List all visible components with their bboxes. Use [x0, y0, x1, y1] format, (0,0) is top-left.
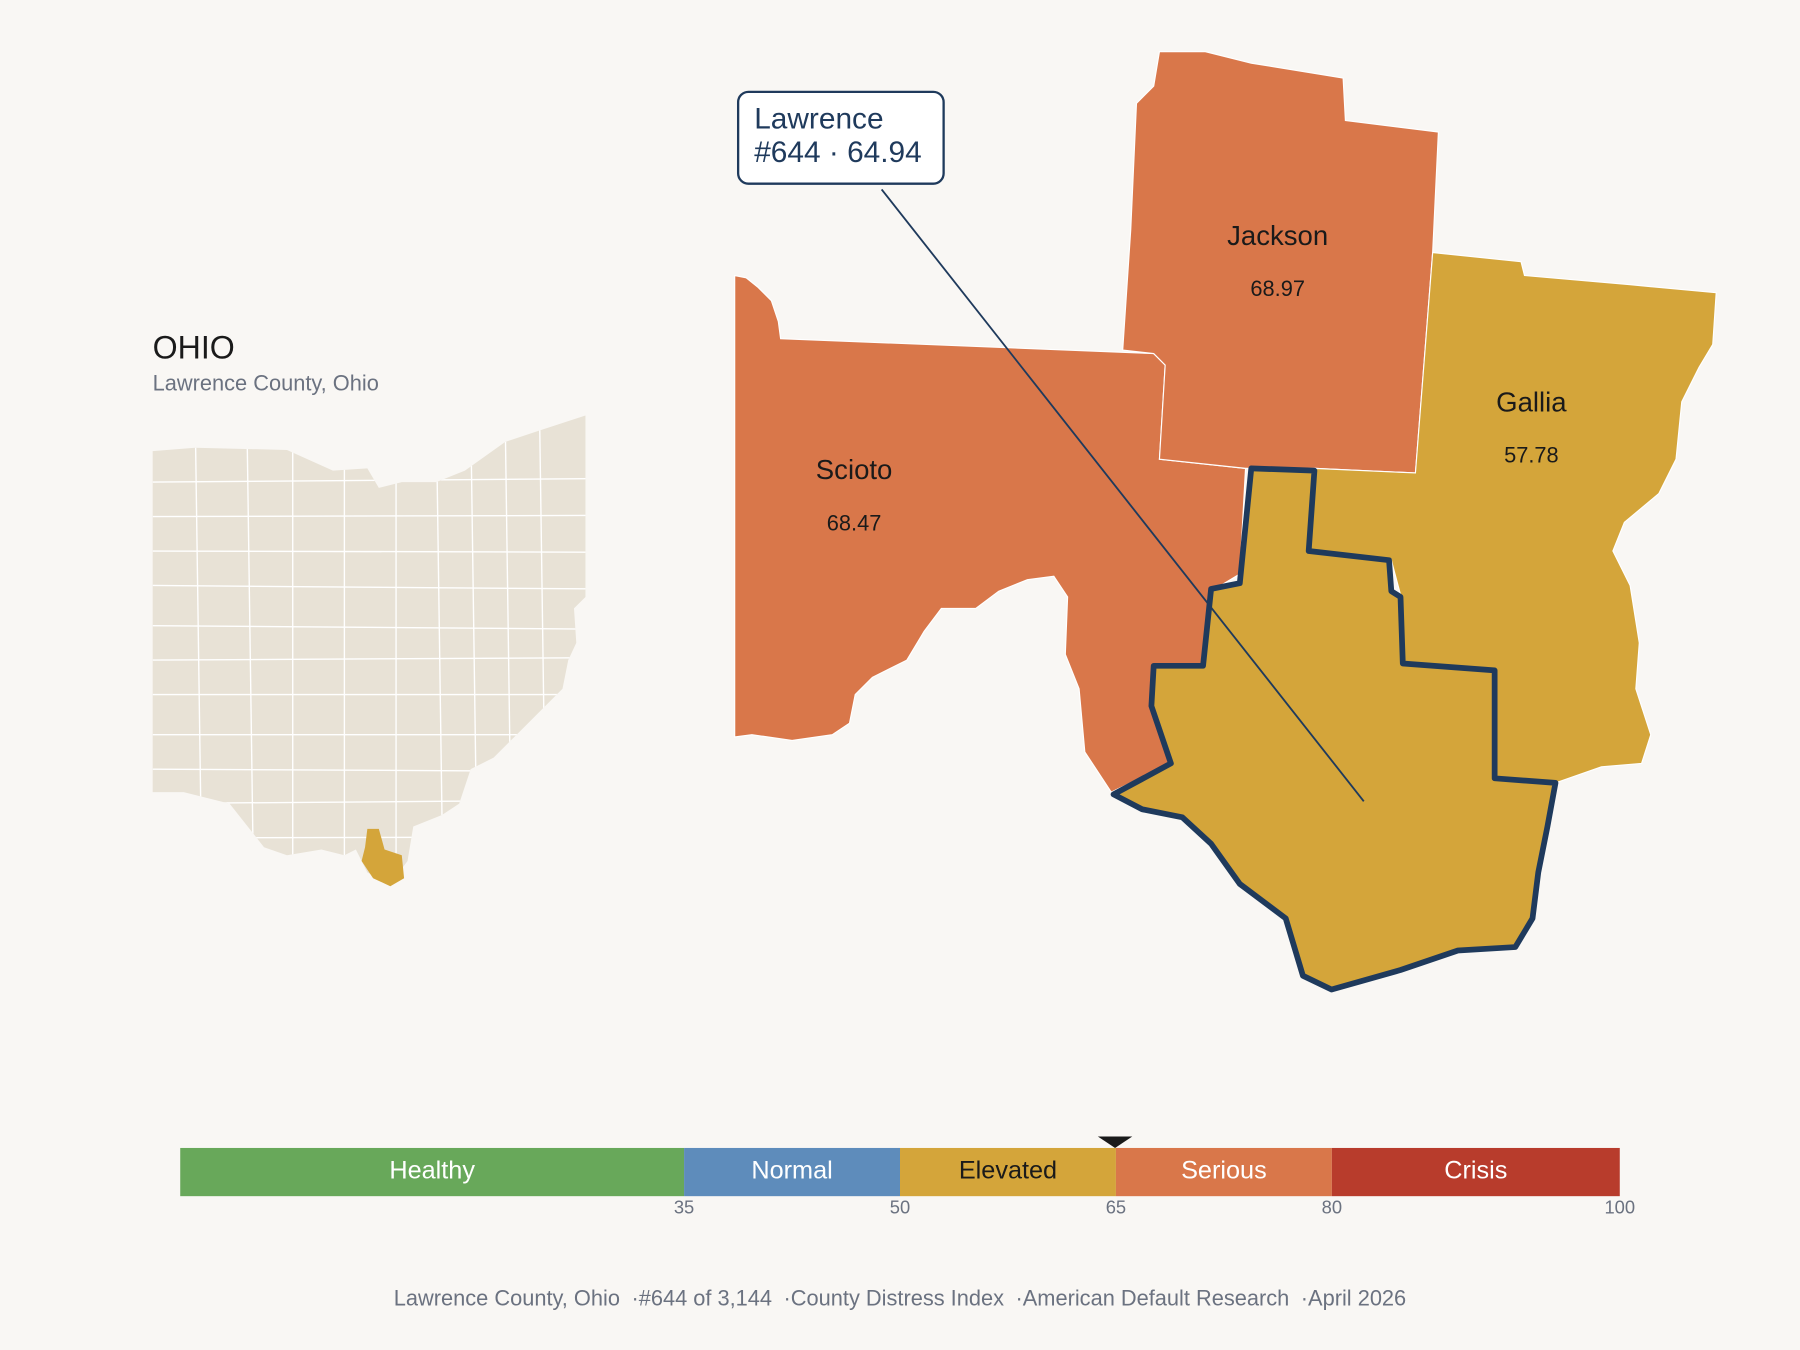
county-border: [152, 584, 586, 590]
state-subtitle: Lawrence County, Ohio: [153, 370, 379, 395]
legend-segment: [684, 1147, 900, 1197]
legend-tick: 80: [1322, 1197, 1342, 1218]
legend-segment: [1331, 1147, 1620, 1197]
callout-name: Lawrence: [754, 102, 883, 135]
footer-part: American Default Research: [1023, 1285, 1290, 1310]
legend-segment: [180, 1147, 685, 1197]
callout-score: 64.94: [847, 136, 922, 169]
legend: Healthy Normal Elevated Serious Crisis 35 50 65…: [180, 1136, 1635, 1218]
state-title: OHIO: [153, 330, 235, 366]
county-name: Jackson: [1227, 220, 1328, 251]
county-name: Scioto: [816, 454, 893, 485]
footer-separator: ·: [1301, 1285, 1308, 1310]
callout-detail: #644 · 64.94: [754, 136, 922, 169]
county-score: 68.47: [827, 510, 882, 535]
county-name: Gallia: [1496, 386, 1567, 417]
county-border: [152, 624, 586, 630]
legend-tick: 100: [1604, 1197, 1635, 1218]
footer-separator: ·: [631, 1285, 638, 1310]
legend-tick: 50: [890, 1197, 910, 1218]
highlighted-county: [361, 828, 405, 887]
county-shape: [734, 274, 1247, 793]
footer-part: County Distress Index: [791, 1285, 1004, 1310]
county-border: [246, 415, 255, 884]
legend-label: Crisis: [1444, 1157, 1507, 1185]
legend-segment: [900, 1147, 1116, 1197]
county-border: [152, 514, 586, 518]
county-score: 57.78: [1504, 443, 1559, 468]
footer-separator: ·: [784, 1285, 791, 1310]
footer-part: Lawrence County, Ohio: [394, 1285, 620, 1310]
callout-rank: #644: [754, 136, 820, 169]
county-border: [152, 657, 586, 661]
county-shape: [1308, 251, 1717, 784]
footer-part: April 2026: [1308, 1285, 1406, 1310]
selected-county: [1110, 465, 1559, 993]
county-map: Scioto 68.47 Jackson 68.97 Gallia 57.78: [734, 51, 1717, 993]
legend-label: Healthy: [389, 1157, 475, 1185]
callout-box: [736, 90, 945, 185]
county-shape: [1122, 51, 1439, 474]
legend-tick: 35: [674, 1197, 694, 1218]
legend-segment: [1115, 1147, 1332, 1197]
score-marker: [1097, 1136, 1133, 1148]
callout-leader: [880, 188, 1365, 802]
footer-separator: ·: [1015, 1285, 1022, 1310]
footer: Lawrence County, Ohio ·#644 of 3,144 ·Coun…: [394, 1285, 1406, 1310]
county-borders: [152, 415, 586, 884]
state-outline: [152, 415, 586, 884]
footer-part: #644 of 3,144: [639, 1285, 772, 1310]
county-border: [435, 415, 444, 884]
legend-tick: 65: [1106, 1197, 1126, 1218]
callout: Lawrence #644 · 64.94: [736, 90, 1365, 802]
callout-separator: ·: [829, 136, 839, 169]
county-score: 68.97: [1250, 276, 1305, 301]
state-map: [152, 415, 586, 887]
legend-label: Elevated: [959, 1157, 1057, 1185]
legend-label: Serious: [1181, 1157, 1267, 1185]
county-border: [152, 550, 586, 553]
county-border: [152, 478, 586, 483]
legend-label: Normal: [751, 1157, 832, 1185]
